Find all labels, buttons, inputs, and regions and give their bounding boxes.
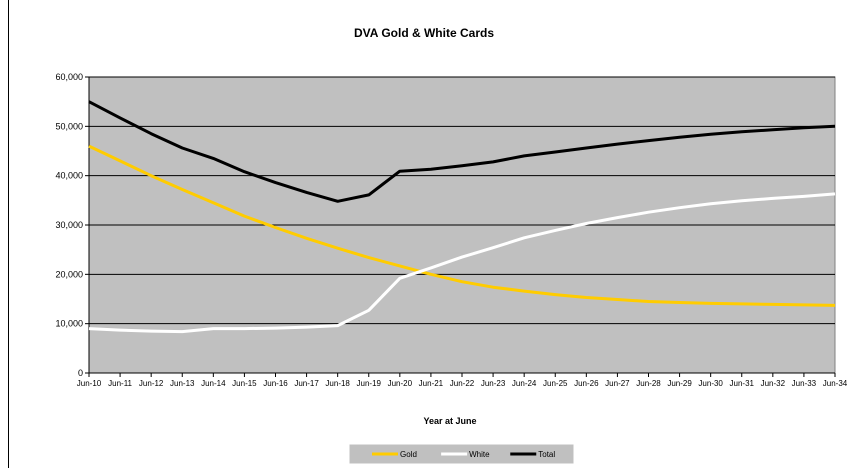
gridlines	[89, 76, 835, 325]
x-tick-label: Jun-26	[574, 379, 599, 388]
x-tick-label: Jun-22	[450, 379, 475, 388]
x-axis: Jun-10 Jun-11 Jun-12 Jun-13 Jun-14 Jun-15 Jun-…	[77, 372, 848, 388]
x-tick-label: Jun-19	[357, 379, 382, 388]
y-tick-label: 0	[78, 368, 83, 378]
x-tick-label: Jun-15	[232, 379, 257, 388]
x-tick-label: Jun-23	[481, 379, 506, 388]
x-tick-label: Jun-27	[605, 379, 630, 388]
x-tick-label: Jun-28	[636, 379, 661, 388]
x-tick-label: Jun-21	[419, 379, 444, 388]
legend-label-white: White	[469, 450, 490, 459]
x-tick-label: Jun-30	[698, 379, 723, 388]
x-tick-label: Jun-33	[792, 379, 817, 388]
series-line-white	[88, 192, 836, 334]
series-line-total	[88, 100, 836, 203]
series-line-gold	[88, 144, 836, 307]
y-tick-label: 20,000	[55, 269, 83, 279]
y-axis: 0 10,000 20,000 30,000 40,000 50,000 60,000	[55, 72, 90, 378]
x-tick-label: Jun-17	[294, 379, 319, 388]
x-tick-label: Jun-10	[77, 379, 102, 388]
y-tick-label: 50,000	[55, 121, 83, 131]
chart-title: DVA Gold & White Cards	[354, 26, 494, 40]
x-tick-label: Jun-24	[512, 379, 537, 388]
x-tick-label: Jun-31	[730, 379, 755, 388]
x-tick-label: Jun-12	[139, 379, 164, 388]
x-tick-label: Jun-13	[170, 379, 195, 388]
x-tick-label: Jun-11	[108, 379, 132, 388]
x-tick-label: Jun-25	[543, 379, 568, 388]
legend-label-gold: Gold	[400, 450, 417, 459]
x-tick-label: Jun-32	[761, 379, 786, 388]
x-tick-label: Jun-34	[823, 379, 848, 388]
x-tick-label: Jun-14	[201, 379, 226, 388]
y-tick-label: 60,000	[55, 72, 83, 82]
legend-label-total: Total	[538, 450, 555, 459]
x-axis-title: Year at June	[423, 416, 476, 426]
x-tick-label: Jun-16	[263, 379, 288, 388]
y-tick-label: 30,000	[55, 220, 83, 230]
legend: Gold White Total	[349, 444, 574, 464]
x-tick-label: Jun-20	[388, 379, 413, 388]
y-tick-label: 40,000	[55, 171, 83, 181]
x-tick-label: Jun-29	[667, 379, 692, 388]
y-tick-label: 10,000	[55, 319, 83, 329]
series-lines	[88, 100, 836, 334]
x-tick-label: Jun-18	[325, 379, 350, 388]
